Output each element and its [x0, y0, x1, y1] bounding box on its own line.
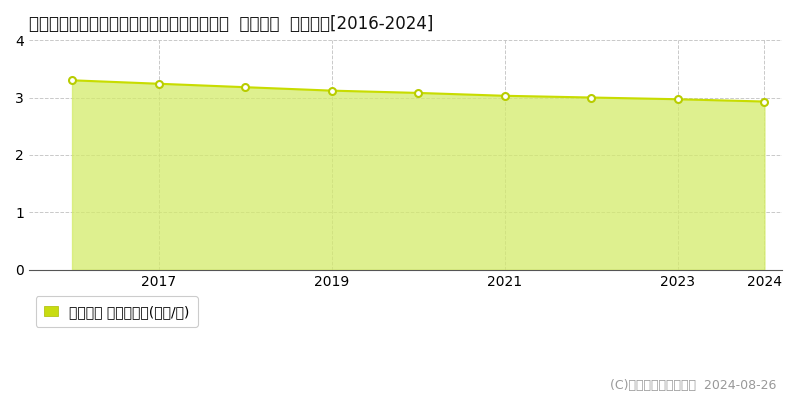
Legend: 地価公示 平均坪単価(万円/坪): 地価公示 平均坪単価(万円/坪) — [36, 296, 198, 327]
Text: (C)土地価格ドットコム  2024-08-26: (C)土地価格ドットコム 2024-08-26 — [610, 379, 776, 392]
Text: 新潟県上越市大字有間川字家浦８０９番１外  地価公示  地価推移[2016-2024]: 新潟県上越市大字有間川字家浦８０９番１外 地価公示 地価推移[2016-2024… — [29, 15, 433, 33]
